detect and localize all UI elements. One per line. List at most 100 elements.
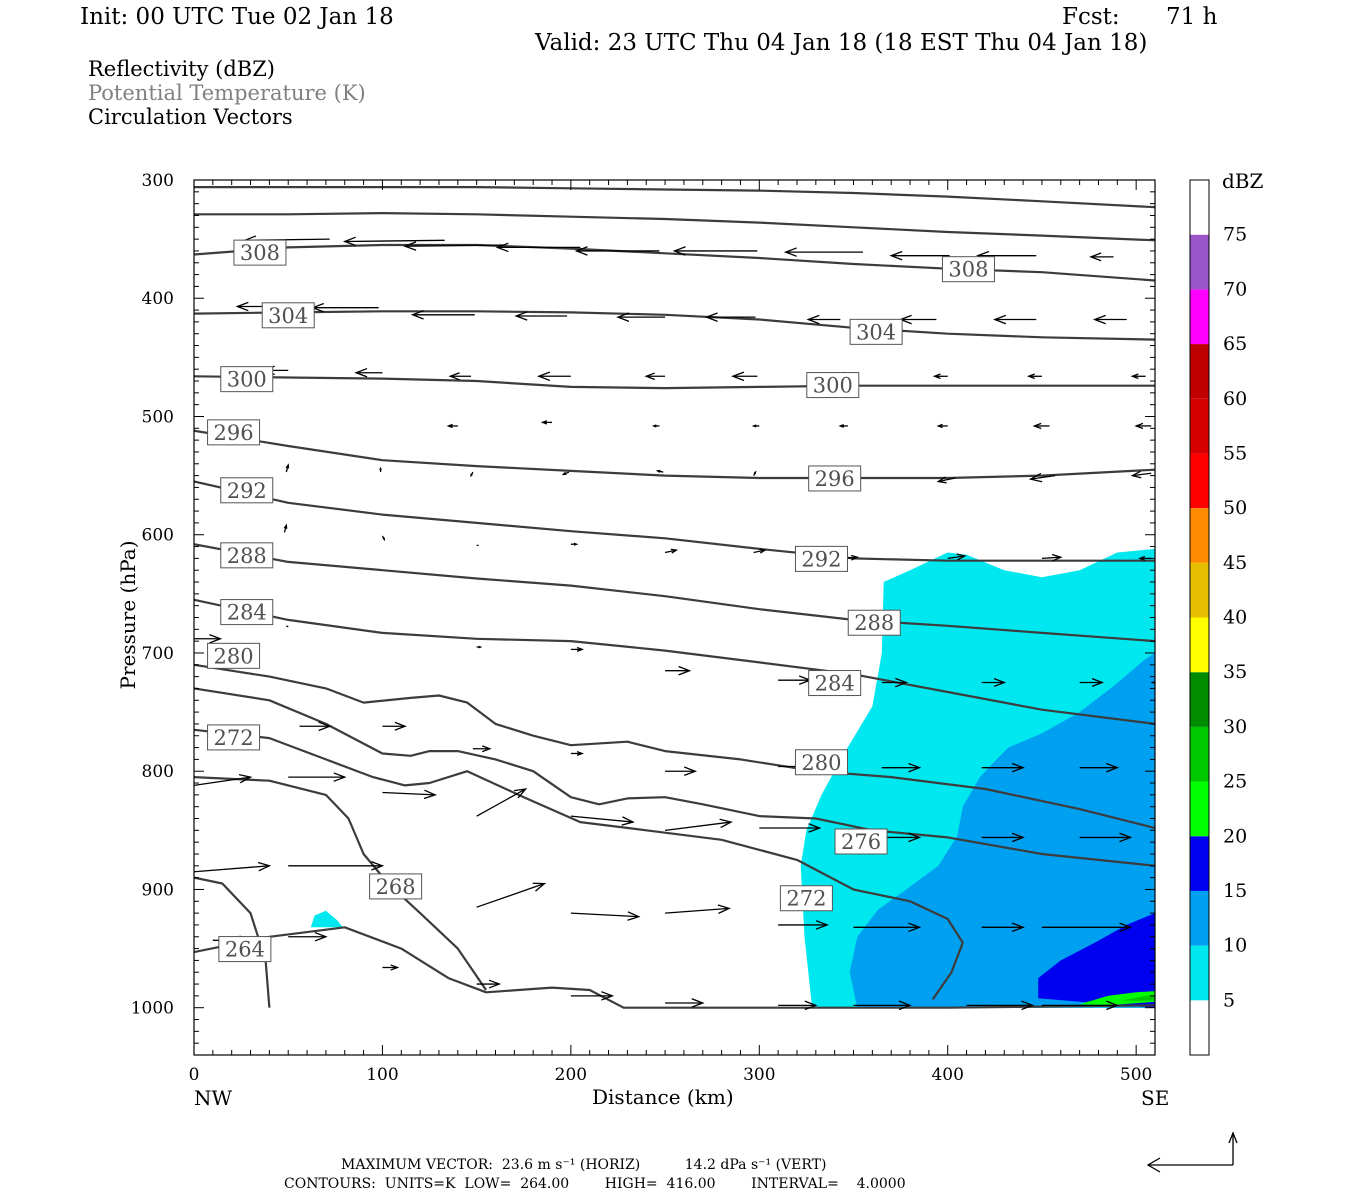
- contour-label-layer: 308 304 300 296 292 288 284 280 272 268 264 308 304 3…: [207, 239, 995, 963]
- colorbar-swatch: [1190, 1000, 1209, 1055]
- y-tick-label: 700: [142, 644, 174, 664]
- colorbar-level-label: 45: [1223, 552, 1247, 574]
- svg-text:308: 308: [948, 258, 988, 282]
- forecast-label: Fcst:: [1062, 4, 1120, 30]
- circulation-vector: [731, 371, 758, 382]
- theta-contour-276: [194, 687, 1155, 867]
- contour-label: 292: [794, 545, 848, 572]
- circulation-vector: [1130, 470, 1152, 479]
- x-tick-label: 0: [189, 1065, 200, 1085]
- circulation-vector: [616, 312, 666, 322]
- circulation-vector: [704, 312, 756, 322]
- contour-label: 288: [220, 542, 274, 569]
- circulation-vector: [1041, 553, 1063, 562]
- colorbar-level-label: 60: [1223, 388, 1247, 410]
- colorbar-level-label: 25: [1223, 771, 1247, 793]
- circulation-vector: [889, 250, 950, 261]
- y-tick-label: 400: [142, 289, 174, 309]
- vector-layer: [194, 235, 1155, 1011]
- circulation-vector: [665, 665, 692, 676]
- colorbar-swatch: [1190, 508, 1209, 563]
- circulation-vector: [472, 745, 492, 753]
- colorbar: 5 10 15 20 25 30 35 40 45 50 55 60 65 70 75 dBZ: [1189, 169, 1264, 1056]
- colorbar-level-label: 70: [1223, 278, 1247, 300]
- circulation-vector: [194, 773, 253, 787]
- circulation-vector: [1138, 555, 1152, 561]
- contour-label: 280: [794, 749, 848, 776]
- circulation-vector: [655, 469, 664, 473]
- y-tick-label: 600: [142, 526, 174, 546]
- colorbar-swatch: [1190, 180, 1209, 235]
- circulation-vector: [981, 832, 1025, 843]
- colorbar-swatch: [1190, 672, 1209, 727]
- valid-time: Valid: 23 UTC Thu 04 Jan 18 (18 EST Thu …: [535, 30, 1148, 56]
- colorbar-unit: dBZ: [1222, 169, 1264, 193]
- circulation-vector: [981, 678, 1007, 688]
- reflectivity-region-20dbz: [1079, 991, 1155, 1006]
- theta-contour-284: [194, 598, 1155, 725]
- contour-label: 280: [207, 642, 261, 669]
- colorbar-swatch: [1190, 890, 1209, 946]
- circulation-vector: [382, 964, 400, 971]
- contour-label: 276: [834, 828, 888, 855]
- circulation-vector: [936, 423, 948, 429]
- circulation-vector: [751, 424, 760, 428]
- colorbar-swatch: [1190, 562, 1209, 618]
- svg-text:284: 284: [815, 672, 855, 696]
- x-end-label-left: NW: [194, 1086, 233, 1110]
- contour-label: 304: [261, 302, 315, 329]
- svg-text:292: 292: [801, 547, 841, 571]
- circulation-vector: [283, 523, 288, 533]
- circulation-vector: [898, 314, 937, 325]
- theta-contour-296: [194, 429, 1155, 480]
- reflectivity-region-15dbz: [1038, 913, 1155, 1008]
- circulation-vector: [536, 371, 571, 382]
- circulation-vector: [476, 645, 483, 649]
- theta-contour-312: [194, 212, 1155, 242]
- theta-contour-280: [194, 663, 1155, 830]
- circulation-vector: [981, 922, 1025, 933]
- contour-label: 292: [220, 477, 274, 504]
- circulation-vector: [570, 991, 615, 1001]
- field-potential-temperature: Potential Temperature (K): [88, 81, 366, 105]
- circulation-vector: [476, 979, 502, 989]
- theta-contour-300: [194, 375, 1155, 390]
- circulation-vector: [1130, 373, 1146, 380]
- circulation-vector: [476, 788, 528, 817]
- circulation-vector: [570, 911, 641, 921]
- colorbar-swatch: [1190, 344, 1209, 399]
- circulation-vector: [759, 823, 822, 833]
- x-end-label-right: SE: [1141, 1086, 1170, 1110]
- svg-text:288: 288: [227, 544, 267, 568]
- contour-label: 300: [806, 372, 860, 399]
- circulation-vector: [288, 772, 347, 782]
- circulation-vector: [778, 675, 813, 685]
- circulation-vector: [354, 367, 383, 378]
- circulation-vector: [1092, 314, 1127, 325]
- contour-info: CONTOURS: UNITS=K LOW= 264.00 HIGH= 416.…: [284, 1176, 906, 1192]
- circulation-vector: [446, 423, 458, 429]
- axes-layer: 0 100 200 300 400 500 300 400 500 600 700 800 900 100…: [131, 171, 1156, 1085]
- colorbar-level-label: 10: [1223, 935, 1247, 957]
- circulation-vector: [570, 542, 579, 546]
- contour-label: 272: [207, 724, 261, 751]
- circulation-vector: [672, 246, 758, 256]
- circulation-vector: [1089, 252, 1114, 262]
- svg-text:288: 288: [854, 611, 894, 635]
- circulation-vector: [570, 815, 635, 826]
- circulation-vector: [410, 310, 475, 320]
- circulation-vector: [778, 920, 829, 930]
- circulation-vector: [665, 998, 705, 1008]
- circulation-vector: [881, 832, 922, 843]
- circulation-vector: [382, 721, 407, 731]
- circulation-vector: [881, 677, 909, 688]
- field-reflectivity: Reflectivity (dBZ): [88, 57, 276, 81]
- circulation-vector: [853, 1000, 912, 1011]
- theta-contour-268: [194, 876, 271, 1008]
- circulation-vector: [753, 548, 767, 554]
- circulation-vector: [285, 625, 289, 628]
- colorbar-swatch: [1190, 234, 1209, 290]
- y-axis-title: Pressure (hPa): [116, 540, 140, 690]
- circulation-vector: [651, 424, 660, 428]
- circulation-vector: [1041, 1000, 1120, 1011]
